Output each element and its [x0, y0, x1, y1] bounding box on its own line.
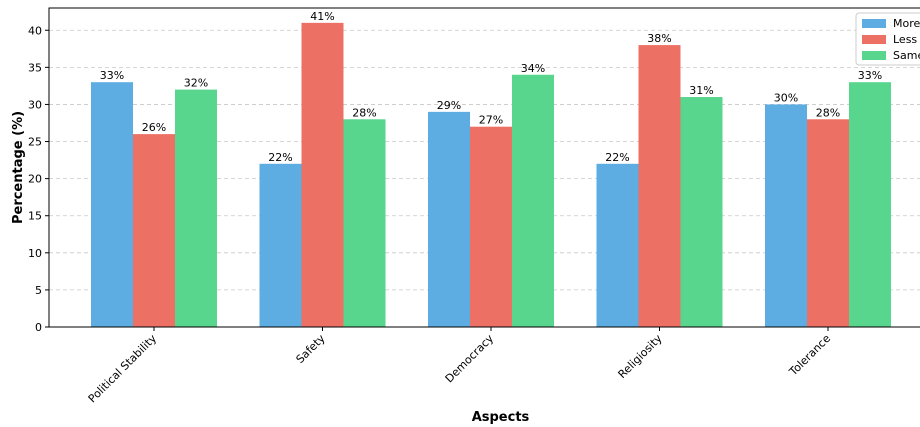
plot-frame	[48, 7, 920, 328]
bar-value-label: 22%	[605, 151, 629, 164]
bar-value-label: 38%	[647, 32, 671, 45]
x-tick-label: Safety	[294, 332, 328, 366]
bar	[343, 119, 386, 327]
legend-swatch	[862, 35, 886, 44]
bar-value-label: 28%	[352, 106, 376, 119]
x-tick-label: Tolerance	[786, 332, 833, 379]
legend-label: Less	[893, 33, 917, 46]
bar	[765, 104, 807, 327]
y-axis-ticks: 0 5 10 15 20 25 30 35 40	[28, 24, 49, 334]
bar	[849, 82, 891, 328]
bars	[91, 22, 891, 328]
bar	[470, 126, 512, 327]
y-tick-label: 10	[28, 247, 42, 260]
legend-swatch	[862, 19, 886, 28]
bar-value-label: 33%	[100, 69, 124, 82]
bar-value-label: 32%	[184, 77, 208, 90]
legend-swatch	[862, 51, 886, 60]
x-tick-label: Religiosity	[616, 332, 665, 381]
bar	[680, 97, 723, 327]
y-tick-label: 25	[28, 136, 42, 149]
bar-value-label: 41%	[310, 10, 334, 23]
y-tick-label: 5	[35, 284, 42, 297]
y-axis-title: Percentage (%)	[11, 111, 26, 224]
bar	[259, 163, 302, 327]
bar	[428, 111, 470, 327]
legend-label: More	[893, 17, 920, 30]
y-tick-label: 15	[28, 210, 42, 223]
legend-label: Same	[893, 49, 920, 62]
value-labels: 33% 26% 32% 22% 41% 28% 29% 27% 34% 22% 38% 31% 30% 2…	[100, 10, 882, 164]
bar	[301, 22, 344, 327]
x-axis-ticks: Political Stability Safety Democracy Religi…	[86, 327, 833, 406]
bar	[807, 119, 849, 327]
y-tick-label: 20	[28, 173, 42, 186]
bar	[175, 89, 217, 328]
bar-value-label: 28%	[816, 106, 840, 119]
bar	[596, 163, 639, 327]
bar	[638, 45, 681, 328]
bar	[133, 134, 175, 327]
y-tick-label: 30	[28, 98, 42, 111]
legend: More Less Same	[855, 12, 920, 66]
bar-value-label: 22%	[268, 151, 292, 164]
x-tick-label: Political Stability	[86, 332, 160, 406]
y-tick-label: 40	[28, 24, 42, 37]
bar-value-label: 27%	[479, 114, 503, 127]
bar-value-label: 34%	[521, 62, 545, 75]
bar	[512, 74, 554, 327]
bar-value-label: 31%	[689, 84, 713, 97]
y-tick-label: 0	[35, 321, 42, 334]
y-tick-label: 35	[28, 61, 42, 74]
bar-value-label: 30%	[774, 91, 798, 104]
bar	[91, 82, 133, 328]
x-axis-title: Aspects	[472, 410, 530, 425]
x-tick-label: Democracy	[443, 332, 497, 386]
bar-value-label: 26%	[142, 121, 166, 134]
bar-value-label: 29%	[437, 99, 461, 112]
bar-value-label: 33%	[858, 69, 882, 82]
